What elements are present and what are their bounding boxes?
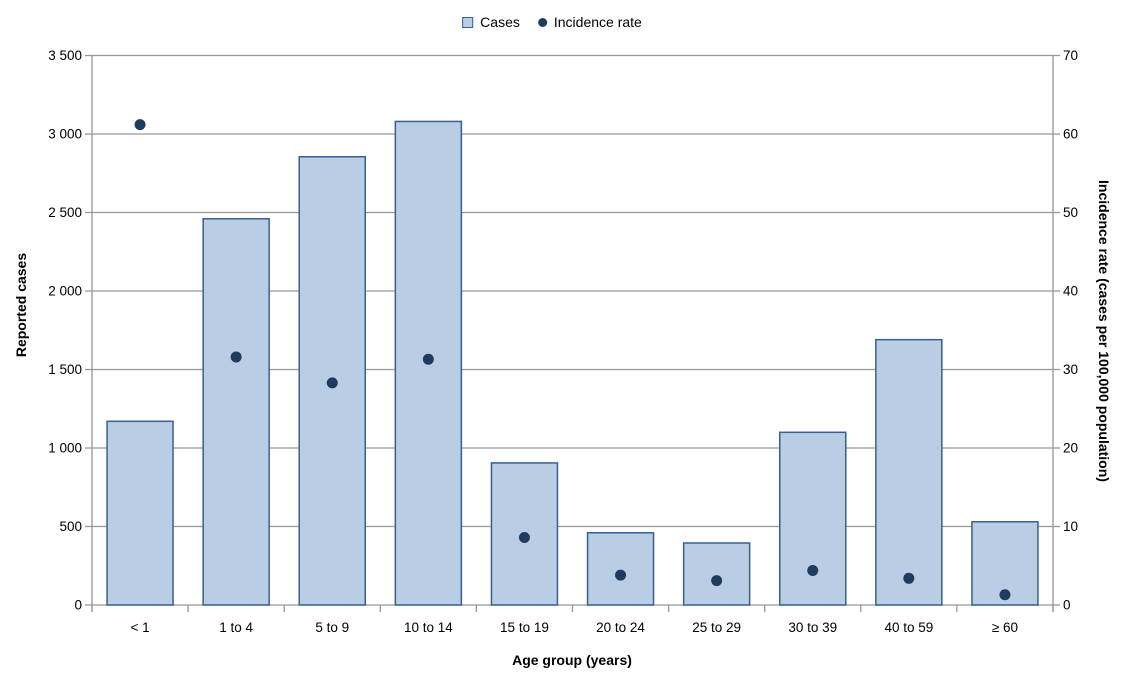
incidence-legend-marker-icon <box>537 17 547 27</box>
y-axis-tick-label-right: 50 <box>1063 205 1078 220</box>
x-axis-tick-label: 20 to 24 <box>596 620 645 635</box>
incidence-dot <box>326 377 338 389</box>
y-axis-tick-label-right: 30 <box>1063 362 1078 377</box>
incidence-dot <box>422 353 434 365</box>
y-axis-tick-label-left: 2 000 <box>48 284 82 299</box>
x-axis-tick-label: ≥ 60 <box>992 620 1018 635</box>
x-axis-tick-label: 10 to 14 <box>404 620 453 635</box>
y-axis-tick-label-left: 3 000 <box>48 127 82 142</box>
cases-bar <box>682 542 751 606</box>
y-axis-tick-label-right: 40 <box>1063 284 1078 299</box>
cases-bar <box>875 338 943 606</box>
y-axis-tick-label-right: 60 <box>1063 127 1078 142</box>
cases-bar <box>298 156 366 606</box>
incidence-dot <box>903 572 915 584</box>
x-axis-title: Age group (years) <box>512 652 632 668</box>
cases-bar <box>106 420 174 606</box>
x-axis-tick-label: 1 to 4 <box>219 620 253 635</box>
x-axis-tick-label: 5 to 9 <box>315 620 349 635</box>
incidence-dot <box>999 589 1011 601</box>
cases-bar <box>202 218 270 606</box>
chart-legend: Cases Incidence rate <box>462 14 642 30</box>
y-axis-tick-label-left: 1 000 <box>48 441 82 456</box>
cases-bar <box>586 532 655 606</box>
y-axis-tick-label-right: 10 <box>1063 519 1078 534</box>
x-axis-tick-label: 15 to 19 <box>500 620 549 635</box>
x-axis-tick-label: 40 to 59 <box>884 620 933 635</box>
incidence-dot <box>807 564 819 576</box>
left-axis-title: Reported cases <box>13 252 29 358</box>
incidence-dot <box>711 575 723 587</box>
incidence-dot <box>230 351 242 363</box>
incidence-dot <box>134 119 146 131</box>
x-axis-tick-label: < 1 <box>130 620 149 635</box>
cases-legend-swatch-icon <box>462 16 474 28</box>
incidence-legend-label: Incidence rate <box>553 14 642 30</box>
y-axis-tick-label-left: 3 500 <box>48 48 82 63</box>
y-axis-tick-label-left: 2 500 <box>48 205 82 220</box>
right-axis-title: Incidence rate (cases per 100,000 popula… <box>1096 180 1112 482</box>
cases-legend-label: Cases <box>480 14 520 30</box>
y-axis-tick-label-right: 0 <box>1063 598 1071 613</box>
y-axis-tick-label-right: 70 <box>1063 48 1078 63</box>
cases-bar <box>779 431 847 606</box>
x-axis-tick-label: 25 to 29 <box>692 620 741 635</box>
incidence-dot <box>518 531 530 543</box>
y-axis-tick-label-left: 1 500 <box>48 362 82 377</box>
incidence-dot <box>615 569 627 581</box>
y-axis-tick-label-left: 500 <box>59 519 82 534</box>
y-axis-tick-label-right: 20 <box>1063 441 1078 456</box>
x-axis-tick-label: 30 to 39 <box>788 620 837 635</box>
y-axis-tick-label-left: 0 <box>74 598 82 613</box>
